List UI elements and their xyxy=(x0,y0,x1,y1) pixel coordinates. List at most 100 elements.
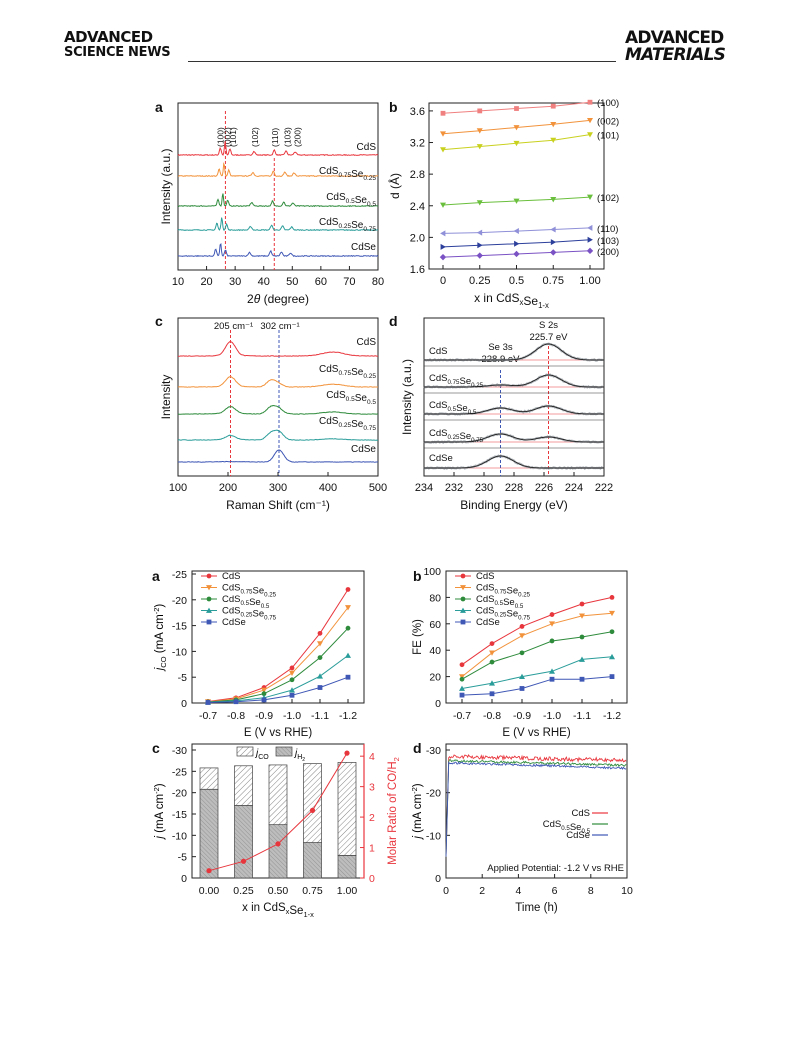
text-span: (degree) xyxy=(260,292,309,306)
data-point xyxy=(289,670,295,676)
legend-label: CdS xyxy=(572,808,591,819)
series-label: CdSe xyxy=(351,242,376,253)
data-point xyxy=(514,240,520,247)
peak-label: (102) xyxy=(250,127,260,147)
text-span: 0.75 xyxy=(338,172,351,179)
text-span: 0.5 xyxy=(468,409,477,416)
y-tick-label: 3.6 xyxy=(410,106,425,118)
text-span: Cd xyxy=(319,217,332,228)
data-point xyxy=(459,685,465,691)
x-tick-label: 230 xyxy=(475,482,493,494)
legend-label: CdS0.5Se0.5 xyxy=(476,594,524,610)
data-point xyxy=(440,243,446,250)
data-point xyxy=(579,656,585,662)
x-tick-label: 40 xyxy=(258,276,270,288)
data-point xyxy=(345,587,351,592)
data-point xyxy=(587,194,593,200)
text-span: Se xyxy=(523,294,538,308)
text-span: Cd xyxy=(222,617,234,628)
series-label: CdSe xyxy=(429,453,453,464)
text-span: Se xyxy=(351,367,364,378)
data-point xyxy=(579,634,585,640)
data-point xyxy=(459,676,465,682)
data-point xyxy=(317,641,323,647)
bar-jco xyxy=(303,763,322,843)
text-span: 0.25 xyxy=(363,175,376,182)
x-tick-label: 1.00 xyxy=(337,885,358,897)
text-span: Se xyxy=(503,597,515,608)
data-point xyxy=(513,198,520,204)
advanced-logo-line: ADVANCED xyxy=(625,28,724,48)
text-span: 0.5 xyxy=(367,399,376,406)
y-tick-label: -15 xyxy=(172,621,187,633)
panel-label: c xyxy=(152,740,160,756)
plot-frame xyxy=(177,102,379,271)
text-span: Cd xyxy=(543,819,555,830)
ratio-point xyxy=(240,858,247,864)
data-point xyxy=(579,613,585,619)
legend-label: CdS0.75Se0.25 xyxy=(476,583,531,599)
series-label: CdS0.5Se0.5 xyxy=(326,192,376,208)
y-axis-label: FE (%) xyxy=(412,619,424,655)
x-tick-label: -0.9 xyxy=(513,710,531,722)
x-tick-label: -0.7 xyxy=(199,710,217,722)
y-axis-label: d (Å) xyxy=(387,173,402,199)
x-tick-label: -1.2 xyxy=(339,710,357,722)
text-span: Cd xyxy=(429,428,441,439)
text-span: -2 xyxy=(152,608,161,615)
text-span: j xyxy=(293,748,298,759)
x-tick-label: -0.7 xyxy=(453,710,471,722)
data-point xyxy=(317,673,323,679)
text-span: S xyxy=(441,400,447,411)
data-point xyxy=(587,132,593,138)
text-span: 0.75 xyxy=(518,615,531,622)
chart-fe: b -0.7 -0.8 -0.9 -1.0 -1.1 -1.2 0 20 40 60 80 100 E (… xyxy=(412,566,628,739)
raman-series-line xyxy=(177,404,379,415)
data-point xyxy=(586,247,594,255)
text-span: S xyxy=(441,428,447,439)
peak-annotation: 205 cm⁻¹ xyxy=(214,321,253,332)
text-span: (mA cm xyxy=(412,794,424,836)
panel-label: a xyxy=(155,99,163,115)
text-span: 0.75 xyxy=(448,379,461,386)
raman-series-line xyxy=(178,449,379,463)
text-span: S xyxy=(234,583,240,594)
text-span: 0.5 xyxy=(241,600,250,607)
xps-fit-line xyxy=(424,374,604,388)
text-span: Se xyxy=(355,195,368,206)
x-axis-label: 2θ (degree) xyxy=(247,292,309,306)
y-tick-label: -30 xyxy=(172,745,187,757)
text-span: Se xyxy=(459,431,471,442)
text-span: 0.5 xyxy=(515,603,524,610)
x-tick-label: 4 xyxy=(515,885,521,897)
bar-jh2 xyxy=(199,788,219,879)
text-span: Se xyxy=(289,905,303,917)
series-line xyxy=(207,589,349,702)
y2-axis-label: Molar Ratio of CO/H2 xyxy=(387,757,401,865)
data-point xyxy=(476,128,483,134)
text-span: j xyxy=(412,836,424,841)
x-tick-label: 400 xyxy=(319,482,337,494)
text-span: S xyxy=(441,373,447,384)
text-span: S xyxy=(278,902,286,914)
x-tick-label: 100 xyxy=(169,482,187,494)
x-tick-label: 1.00 xyxy=(579,275,600,287)
text-span: Cd xyxy=(222,594,234,605)
data-point xyxy=(519,650,525,656)
applied-potential-note: Applied Potential: -1.2 V vs RHE xyxy=(487,863,624,874)
x-tick-label: 8 xyxy=(588,885,594,897)
legend-label: CdS xyxy=(222,571,241,582)
data-point xyxy=(550,137,557,144)
legend-label: CdSe xyxy=(222,617,246,628)
y-tick-label: -25 xyxy=(172,766,187,778)
data-point xyxy=(519,686,525,691)
series-label: CdS0.75Se0.25 xyxy=(319,166,376,182)
text-span: Se xyxy=(351,419,364,430)
text-span: Se xyxy=(234,617,246,628)
text-span: Cd xyxy=(351,444,364,455)
text-span: 0.5 xyxy=(448,406,457,413)
legend-label: CdS0.5Se0.5 xyxy=(222,594,270,610)
text-span: Se xyxy=(441,453,453,464)
series-label: (110) xyxy=(597,224,618,235)
data-point xyxy=(550,121,557,128)
